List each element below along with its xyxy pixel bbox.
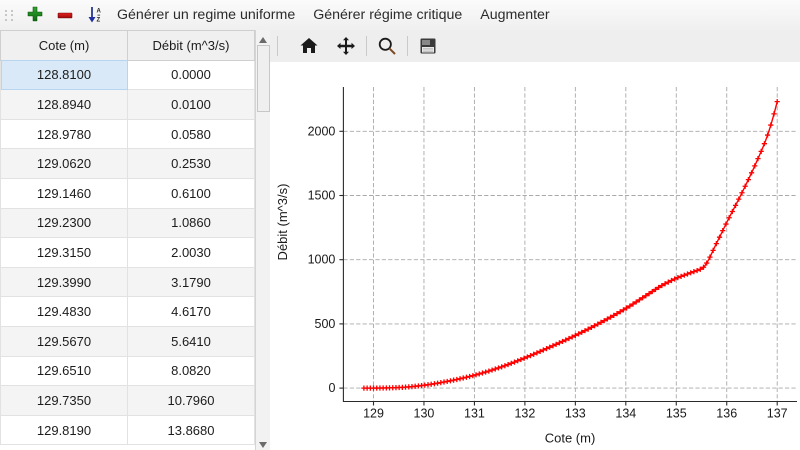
svg-text:136: 136	[716, 407, 737, 421]
svg-text:0: 0	[328, 381, 335, 395]
svg-text:Cote (m): Cote (m)	[545, 430, 596, 445]
svg-text:135: 135	[666, 407, 687, 421]
svg-text:1000: 1000	[308, 253, 336, 267]
svg-text:2000: 2000	[308, 124, 336, 138]
svg-text:A: A	[97, 9, 102, 15]
svg-text:130: 130	[414, 407, 435, 421]
svg-text:Débit (m^3/s): Débit (m^3/s)	[275, 184, 290, 261]
svg-text:129: 129	[363, 407, 384, 421]
svg-text:132: 132	[514, 407, 535, 421]
svg-text:131: 131	[464, 407, 485, 421]
svg-text:137: 137	[767, 407, 788, 421]
svg-text:500: 500	[315, 317, 336, 331]
svg-text:133: 133	[565, 407, 586, 421]
svg-text:Z: Z	[97, 18, 101, 24]
svg-text:1500: 1500	[308, 189, 336, 203]
svg-text:134: 134	[615, 407, 636, 421]
